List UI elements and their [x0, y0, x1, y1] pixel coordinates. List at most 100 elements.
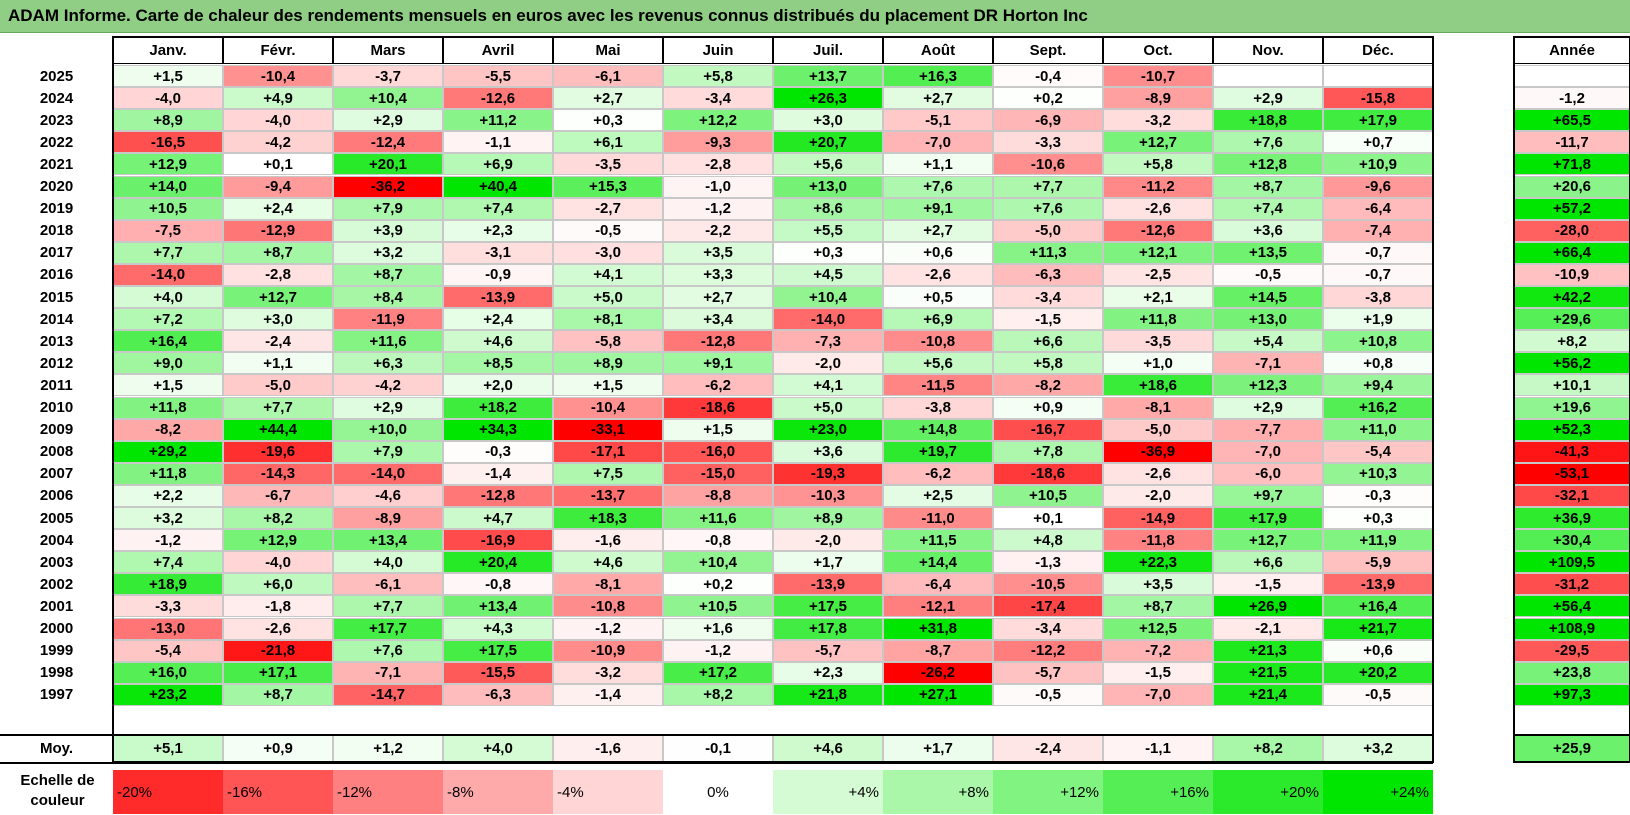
row-year-label: 2017 [39, 244, 74, 262]
heatmap-cell: +1,5 [663, 418, 773, 441]
heatmap-cell: +3,9 [333, 219, 443, 242]
heatmap-cell: +5,8 [1103, 153, 1213, 176]
color-scale-swatch: -4% [553, 770, 663, 814]
heatmap-cell: +4,7 [443, 507, 553, 530]
heatmap-cell: -14,0 [773, 308, 883, 331]
heatmap-cell: +14,0 [113, 175, 223, 198]
heatmap-cell: +1,9 [1323, 308, 1433, 331]
heatmap-cell: -8,1 [553, 573, 663, 596]
row-year-label: 2006 [39, 487, 74, 505]
annual-cell: -31,2 [1514, 573, 1630, 596]
heatmap-cell: +23,2 [113, 683, 223, 706]
heatmap-cell: +10,9 [1323, 153, 1433, 176]
heatmap-cell: -14,7 [333, 683, 443, 706]
heatmap-cell: +7,7 [113, 241, 223, 264]
heatmap-cell: +7,7 [333, 595, 443, 618]
row-year-label: 1997 [39, 686, 74, 704]
average-cell: -1,6 [553, 735, 663, 762]
heatmap-cell: +6,9 [443, 153, 553, 176]
heatmap-cell: -14,3 [223, 462, 333, 485]
heatmap-cell: +17,1 [223, 661, 333, 684]
heatmap-cell: -7,4 [1323, 219, 1433, 242]
heatmap-cell: -9,4 [223, 175, 333, 198]
heatmap-cell: +21,7 [1323, 617, 1433, 640]
heatmap-cell: +0,6 [1323, 639, 1433, 662]
heatmap-cell: +11,2 [443, 109, 553, 132]
heatmap-cell: +0,8 [1323, 352, 1433, 375]
heatmap-cell: -0,3 [1323, 484, 1433, 507]
heatmap-cell: +27,1 [883, 683, 993, 706]
heatmap-cell: +6,1 [553, 131, 663, 154]
heatmap-cell: +7,9 [333, 440, 443, 463]
heatmap-cell: -3,5 [553, 153, 663, 176]
heatmap-cell: +4,6 [553, 551, 663, 574]
heatmap-cell: -6,9 [993, 109, 1103, 132]
heatmap-cell: +9,1 [883, 197, 993, 220]
heatmap-cell: -1,5 [1103, 661, 1213, 684]
row-year-label: 2009 [39, 421, 74, 439]
heatmap-cell: -1,5 [1213, 573, 1323, 596]
heatmap-cell: +0,5 [883, 286, 993, 309]
heatmap-cell: +13,4 [443, 595, 553, 618]
heatmap-cell: +2,3 [773, 661, 883, 684]
heatmap-cell: -1,2 [113, 529, 223, 552]
heatmap-cell: -6,3 [993, 263, 1103, 286]
heatmap-cell: +8,9 [113, 109, 223, 132]
heatmap-cell: -14,0 [333, 462, 443, 485]
heatmap-cell: -7,0 [1213, 440, 1323, 463]
heatmap-cell: -2,5 [1103, 263, 1213, 286]
color-scale-swatch: -12% [333, 770, 443, 814]
row-year-label: 2014 [39, 310, 74, 328]
column-header: Juin [663, 37, 773, 64]
heatmap-cell: +13,0 [773, 175, 883, 198]
heatmap-cell: -5,0 [1103, 418, 1213, 441]
row-year-label: 1998 [39, 664, 74, 682]
heatmap-cell: -3,4 [993, 286, 1103, 309]
row-year-label: 2005 [39, 509, 74, 527]
heatmap-cell: +0,9 [993, 396, 1103, 419]
heatmap-cell: +9,7 [1213, 484, 1323, 507]
heatmap-cell: +4,6 [443, 330, 553, 353]
heatmap-cell: -7,0 [883, 131, 993, 154]
heatmap-cell: -6,2 [883, 462, 993, 485]
heatmap-cell: -2,6 [223, 617, 333, 640]
heatmap-cell: -6,1 [553, 65, 663, 88]
heatmap-cell: +9,0 [113, 352, 223, 375]
heatmap-cell: +21,8 [773, 683, 883, 706]
heatmap-cell: -0,7 [1323, 241, 1433, 264]
heatmap-cell: +8,9 [773, 507, 883, 530]
heatmap-cell: -10,9 [553, 639, 663, 662]
heatmap-cell: +3,2 [113, 507, 223, 530]
heatmap-cell: +5,5 [773, 219, 883, 242]
average-cell: +1,7 [883, 735, 993, 762]
average-cell: -0,1 [663, 735, 773, 762]
heatmap-cell: -26,2 [883, 661, 993, 684]
heatmap-cell: -15,8 [1323, 87, 1433, 110]
heatmap-cell: +2,3 [443, 219, 553, 242]
heatmap-cell: +3,5 [663, 241, 773, 264]
heatmap-cell: +26,3 [773, 87, 883, 110]
heatmap-cell: -1,2 [663, 639, 773, 662]
heatmap-cell: -13,7 [553, 484, 663, 507]
row-year-label: 2016 [39, 266, 74, 284]
heatmap-cell: -4,0 [223, 551, 333, 574]
heatmap-cell: +10,5 [113, 197, 223, 220]
column-header: Nov. [1213, 37, 1323, 64]
heatmap-cell: +23,0 [773, 418, 883, 441]
heatmap-cell: +2,5 [883, 484, 993, 507]
heatmap-cell: +1,0 [1103, 352, 1213, 375]
heatmap-cell: +0,7 [1323, 131, 1433, 154]
heatmap-cell: +2,7 [553, 87, 663, 110]
heatmap-cell: +8,4 [333, 286, 443, 309]
heatmap-cell: +4,0 [333, 551, 443, 574]
heatmap-cell: +12,3 [1213, 374, 1323, 397]
annual-cell: +19,6 [1514, 396, 1630, 419]
heatmap-cell: +16,0 [113, 661, 223, 684]
heatmap-cell: +12,2 [663, 109, 773, 132]
heatmap-cell: -0,7 [1323, 263, 1433, 286]
heatmap-cell: +16,4 [113, 330, 223, 353]
heatmap-cell: -3,2 [1103, 109, 1213, 132]
heatmap-cell: -1,8 [223, 595, 333, 618]
average-cell: +8,2 [1213, 735, 1323, 762]
